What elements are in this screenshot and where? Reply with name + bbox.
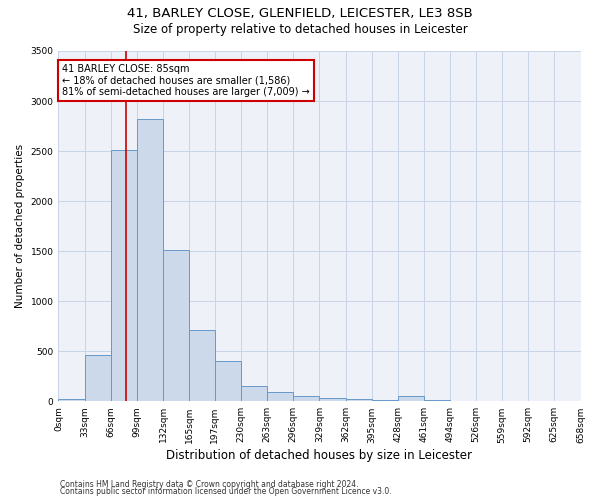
Bar [137,119,163,402]
Bar [215,362,241,402]
Text: Contains public sector information licensed under the Open Government Licence v3: Contains public sector information licen… [60,487,392,496]
Bar [85,356,111,402]
Bar [267,392,293,402]
Bar [346,400,372,402]
Bar [319,398,346,402]
Bar [58,400,85,402]
X-axis label: Distribution of detached houses by size in Leicester: Distribution of detached houses by size … [166,450,472,462]
Bar [190,330,215,402]
Bar [372,400,398,402]
Bar [398,396,424,402]
Text: Size of property relative to detached houses in Leicester: Size of property relative to detached ho… [133,22,467,36]
Bar [111,150,137,402]
Bar [163,250,190,402]
Bar [424,400,451,402]
Bar [293,396,319,402]
Text: 41 BARLEY CLOSE: 85sqm
← 18% of detached houses are smaller (1,586)
81% of semi-: 41 BARLEY CLOSE: 85sqm ← 18% of detached… [62,64,310,97]
Text: Contains HM Land Registry data © Crown copyright and database right 2024.: Contains HM Land Registry data © Crown c… [60,480,359,489]
Text: 41, BARLEY CLOSE, GLENFIELD, LEICESTER, LE3 8SB: 41, BARLEY CLOSE, GLENFIELD, LEICESTER, … [127,8,473,20]
Y-axis label: Number of detached properties: Number of detached properties [15,144,25,308]
Bar [241,386,267,402]
